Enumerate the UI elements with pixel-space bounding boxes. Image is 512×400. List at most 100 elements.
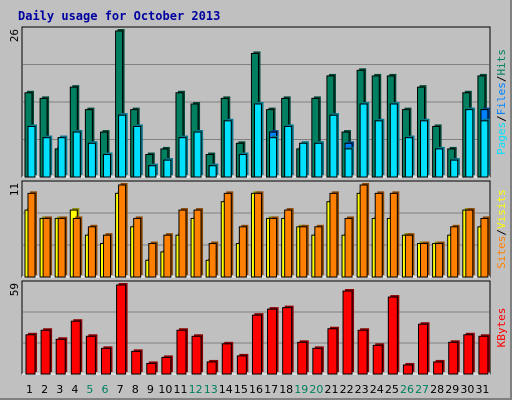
sites-bar-face — [284, 209, 293, 278]
pages-bar-face — [208, 165, 217, 178]
day-tick-label: 24 — [370, 383, 384, 396]
pages-bar — [238, 152, 249, 178]
pages-bar-face — [178, 137, 187, 178]
kbytes-bar-face — [85, 335, 96, 375]
day-tick-label: 23 — [355, 383, 369, 396]
day-tick-label: 21 — [324, 383, 338, 396]
sites-bar — [42, 216, 53, 278]
pages-bar — [389, 102, 400, 178]
day-tick-label: 7 — [117, 383, 124, 396]
pages-bar-face — [374, 120, 383, 178]
sites-bar-face — [359, 184, 368, 278]
pages-bar — [253, 102, 264, 178]
pages-bar-face — [253, 103, 262, 178]
kbytes-bar — [176, 328, 188, 375]
sites-bar-face — [450, 226, 459, 278]
pages-bar — [359, 102, 370, 178]
day-tick-label: 1 — [26, 383, 33, 396]
kbytes-bar — [236, 353, 249, 375]
kbytes-bar-face — [221, 343, 232, 375]
sites-bar-face — [344, 217, 353, 278]
kbytes-bar — [402, 362, 415, 375]
pages-bar-face — [389, 103, 398, 178]
pages-bar-face — [133, 125, 142, 178]
day-tick-label: 19 — [294, 383, 308, 396]
pages-bar-face — [72, 131, 81, 178]
pages-bar-face — [102, 154, 111, 178]
pages-bar-face — [420, 120, 429, 178]
kbytes-bar-face — [146, 362, 157, 375]
sites-bar-face — [389, 192, 398, 278]
sites-bar-face — [118, 184, 127, 278]
kbytes-bar-face — [100, 347, 111, 375]
kbytes-bar-face — [418, 323, 429, 375]
pages-bar — [208, 163, 219, 178]
pages-bar — [193, 130, 204, 178]
kbytes-bar-face — [342, 290, 353, 375]
kbytes-bar-face — [297, 341, 308, 375]
sites-bar — [420, 241, 430, 278]
kbytes-bar — [433, 359, 445, 375]
sites-bar-face — [299, 226, 308, 278]
sites-bar — [480, 216, 490, 278]
pages-bar-face — [163, 159, 172, 178]
pages-bar — [269, 135, 279, 178]
kbytes-bar — [251, 313, 264, 375]
hits_files_pages-ymax-label: 26 — [8, 29, 21, 42]
kbytes-bar-face — [25, 334, 36, 375]
day-tick-label: 8 — [132, 383, 139, 396]
day-tick-label: 5 — [86, 383, 93, 396]
sites-bar — [148, 241, 158, 278]
kbytes-bar-face — [131, 350, 142, 375]
hits_files_pages-legend: Pages/Files/Hits — [495, 49, 508, 155]
sites-bar-face — [435, 243, 444, 278]
sites-bar — [72, 216, 83, 278]
kbytes-bar-face — [312, 347, 323, 375]
pages-bar-face — [148, 165, 157, 178]
pages-bar-face — [118, 114, 127, 178]
sites-bar-face — [87, 226, 96, 278]
legend-part: / — [495, 229, 508, 236]
pages-bar — [344, 146, 355, 178]
legend-part: KBytes — [495, 308, 508, 348]
pages-bar-face — [57, 137, 66, 178]
day-tick-label: 27 — [415, 383, 429, 396]
kbytes-bar — [100, 346, 113, 375]
sites-bar — [389, 191, 400, 278]
legend-part: Files — [495, 82, 508, 115]
pages-bar — [87, 141, 98, 178]
sites-bar-face — [480, 217, 489, 278]
sites-bar — [465, 208, 475, 278]
kbytes-bar-face — [448, 341, 459, 375]
kbytes-bar — [327, 326, 339, 375]
pages-bar — [450, 158, 460, 178]
kbytes-bar-face — [357, 329, 368, 375]
day-tick-label: 29 — [445, 383, 459, 396]
sites-bar — [57, 216, 68, 278]
day-tick-label: 20 — [309, 383, 323, 396]
pages-bar — [57, 135, 68, 178]
sites-bar-face — [314, 226, 323, 278]
sites-bar-face — [193, 209, 202, 278]
sites-bar-face — [253, 192, 262, 278]
pages-bar — [374, 118, 385, 178]
day-tick-label: 16 — [249, 383, 263, 396]
pages-bar — [284, 124, 294, 178]
sites-bar-face — [133, 217, 142, 278]
pages-bar-face — [284, 125, 293, 178]
kbytes-bar-face — [161, 356, 172, 375]
legend-part: Hits — [495, 49, 508, 76]
kbytes-bar-face — [372, 344, 383, 375]
sites-bar — [163, 233, 173, 278]
pages-bar-face — [435, 148, 444, 178]
pages-bar — [314, 141, 324, 178]
kbytes-bar — [282, 305, 294, 375]
day-tick-label: 31 — [475, 383, 489, 396]
sites-bar — [208, 241, 219, 278]
sites-bar-face — [42, 217, 51, 278]
day-tick-label: 30 — [460, 383, 474, 396]
sites_visits-legend: Sites/Visits — [495, 189, 508, 269]
kbytes-bar-face — [191, 335, 202, 375]
kbytes-bar — [478, 334, 490, 375]
